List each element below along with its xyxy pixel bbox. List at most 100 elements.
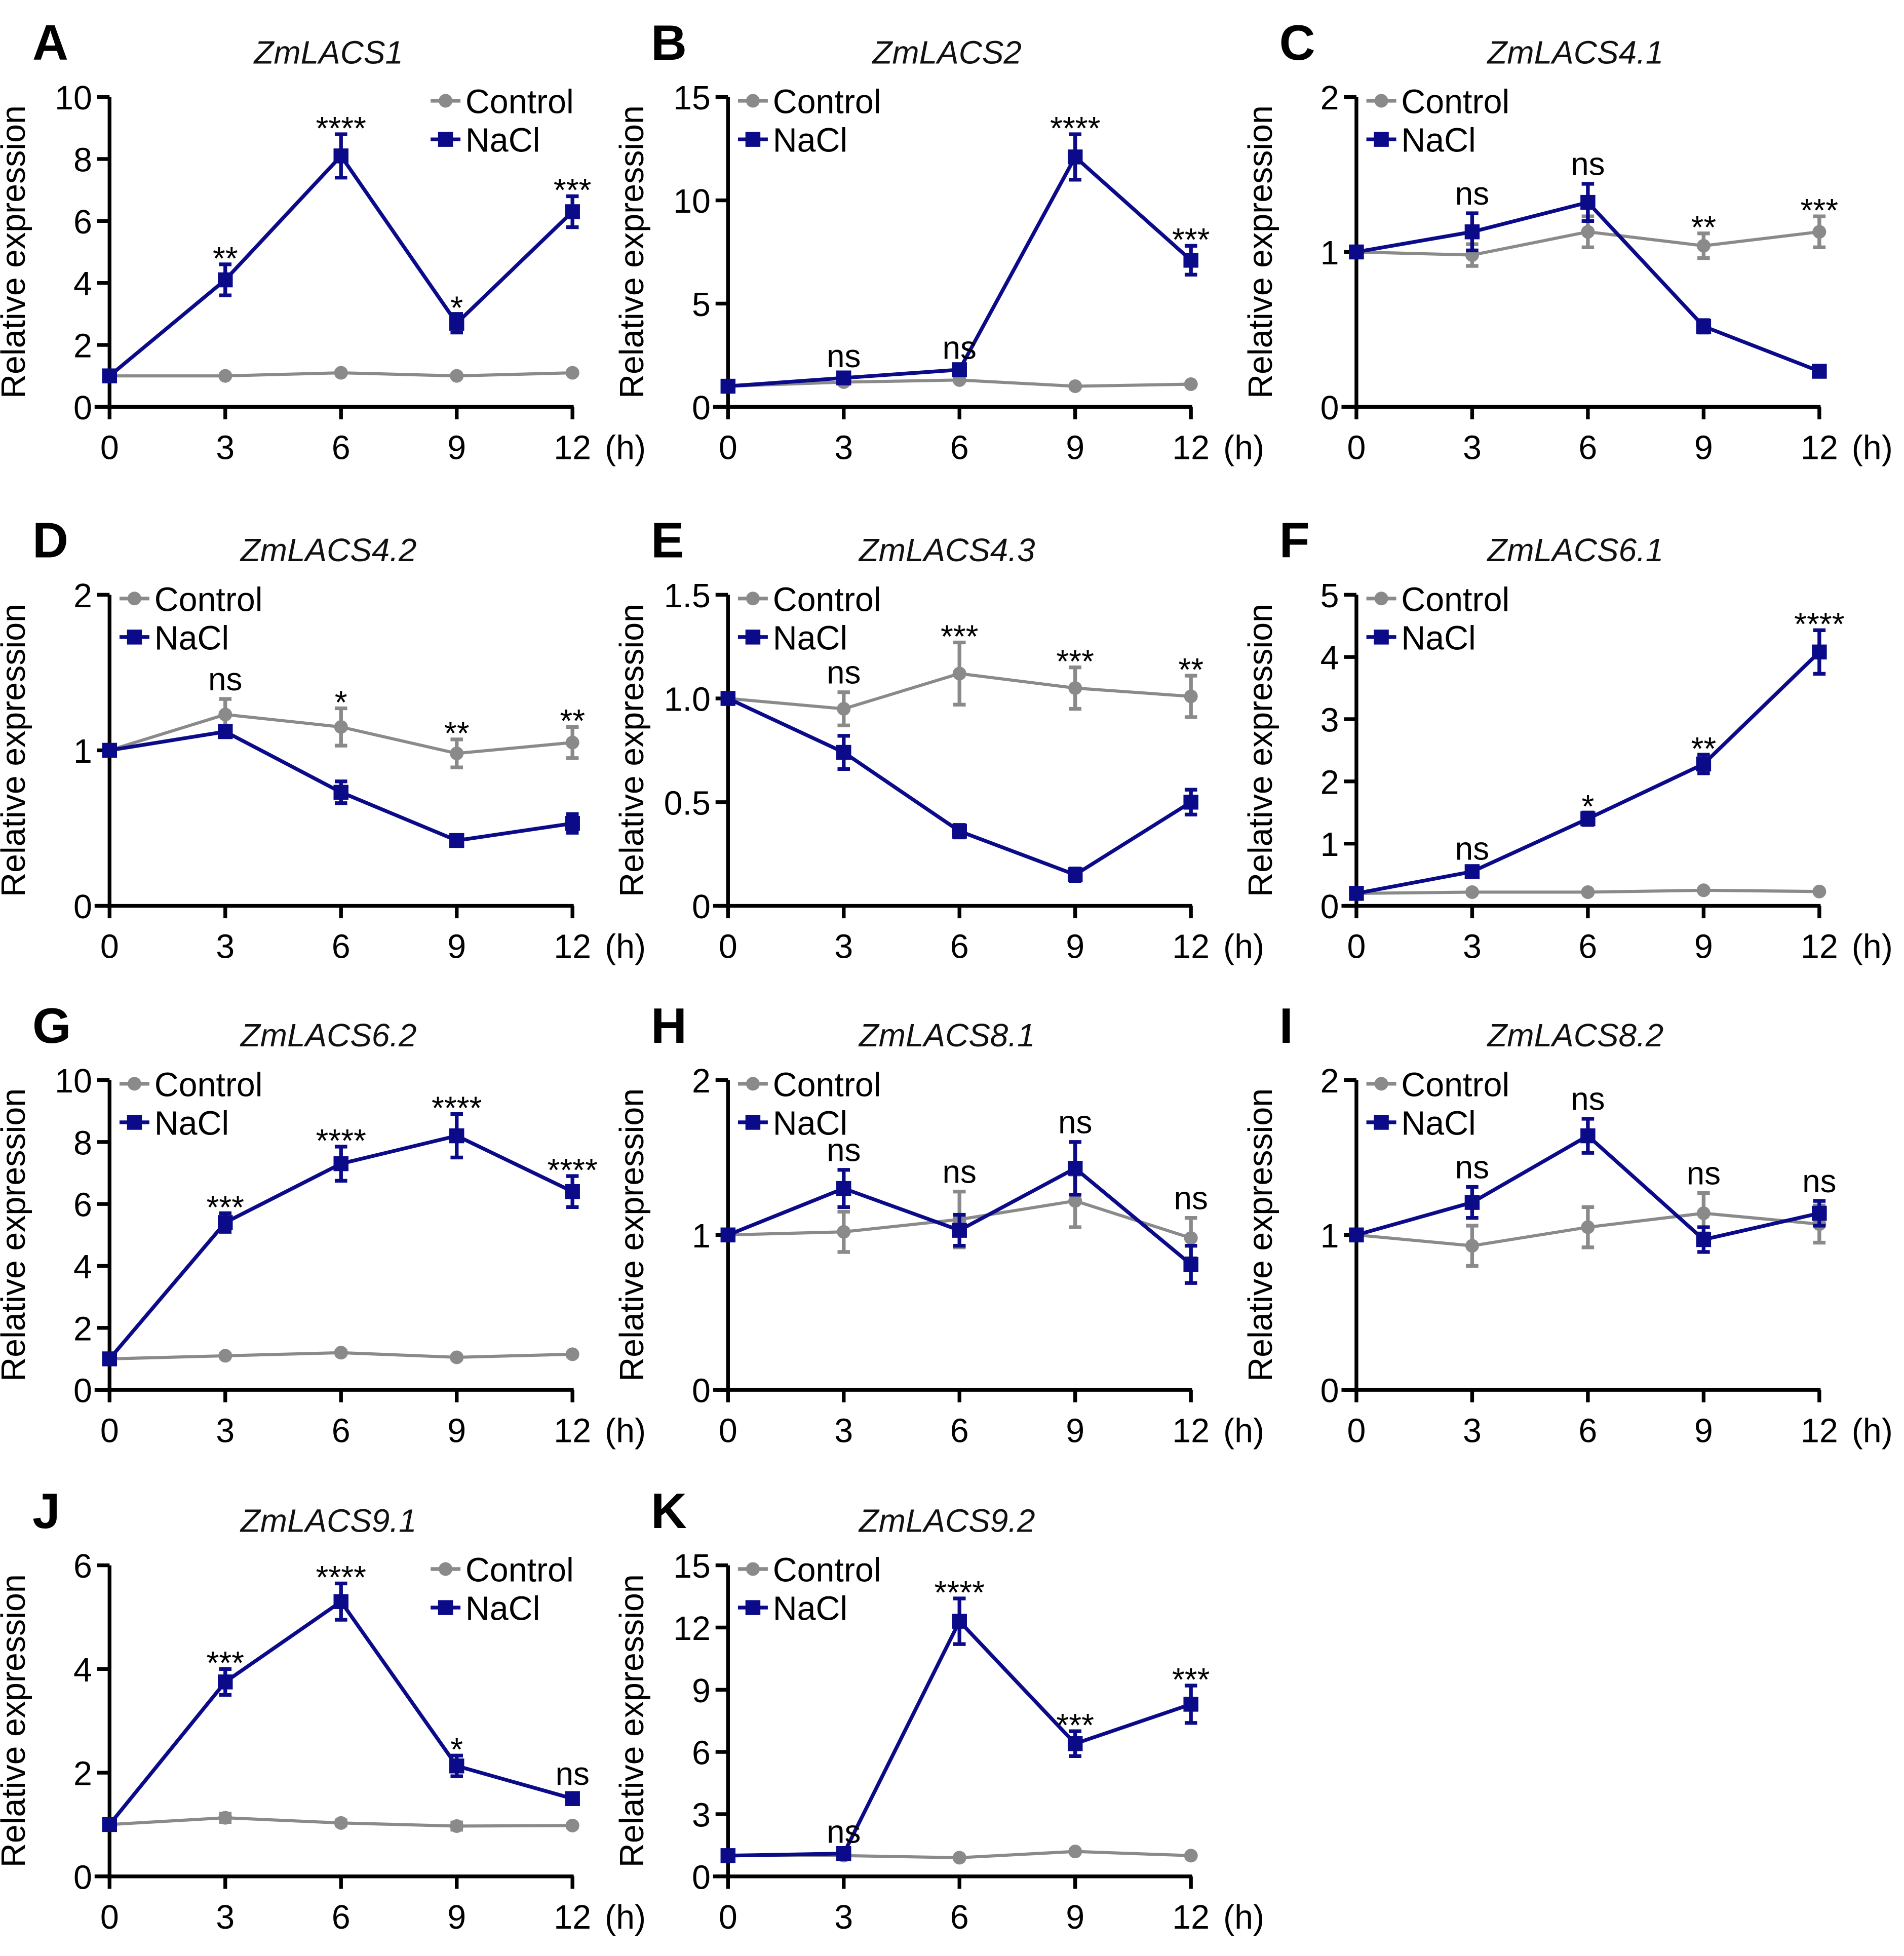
y-tick-label: 2 xyxy=(692,1063,711,1100)
series-nacl xyxy=(1349,182,1827,379)
x-tick-label: 9 xyxy=(1066,1412,1084,1450)
x-tick-label: 3 xyxy=(834,1899,853,1936)
panel-letter: J xyxy=(32,1483,60,1539)
legend-item-nacl: NaCl xyxy=(119,619,229,657)
x-tick-label: 0 xyxy=(719,1899,737,1936)
panel-title: ZmLACS9.1 xyxy=(240,1502,417,1539)
data-point xyxy=(333,785,348,800)
y-tick-label: 4 xyxy=(73,1248,92,1286)
series-line xyxy=(108,152,574,378)
x-tick-label: 6 xyxy=(332,928,351,966)
significance-label: ns xyxy=(1174,1180,1208,1216)
x-unit-label: (h) xyxy=(605,928,646,966)
y-axis-label: Relative expression xyxy=(0,1088,32,1382)
significance-label: ** xyxy=(213,240,238,277)
x-tick-label: 12 xyxy=(554,1899,591,1936)
data-point xyxy=(218,369,232,383)
series-control xyxy=(102,1811,579,1833)
data-point xyxy=(1696,319,1712,334)
significance-label: * xyxy=(450,1731,463,1768)
legend-marker xyxy=(745,630,761,645)
significance-label: * xyxy=(335,684,347,720)
data-point xyxy=(1812,644,1827,660)
data-point xyxy=(836,1846,851,1861)
x-tick-label: 6 xyxy=(332,1899,351,1936)
y-tick-label: 0 xyxy=(692,1373,711,1410)
legend-item-control: Control xyxy=(119,581,263,618)
x-tick-label: 6 xyxy=(950,1412,969,1450)
data-point xyxy=(218,708,232,722)
data-point xyxy=(334,1816,348,1830)
x-tick-label: 0 xyxy=(100,1412,119,1450)
data-point xyxy=(952,1851,966,1865)
x-tick-label: 3 xyxy=(834,928,853,966)
legend-item-nacl: NaCl xyxy=(431,122,540,160)
panel-B: B ZmLACS2 Relative expression 0 5 10 15 0 3 6 9 12 (… xyxy=(613,15,1264,467)
y-tick-label: 2 xyxy=(1320,80,1339,117)
data-point xyxy=(102,1351,118,1366)
y-tick-label: 0 xyxy=(1320,1373,1339,1410)
x-tick-label: 12 xyxy=(1172,1412,1210,1450)
legend-label: Control xyxy=(773,1552,881,1589)
data-point xyxy=(1183,1257,1198,1272)
data-point xyxy=(1812,364,1827,379)
data-point xyxy=(449,1758,464,1774)
data-point xyxy=(1464,224,1480,240)
data-point xyxy=(218,1811,232,1825)
x-tick-label: 9 xyxy=(1694,1412,1713,1450)
data-point xyxy=(565,735,579,750)
data-point xyxy=(1696,756,1712,772)
y-tick-label: 15 xyxy=(673,1548,711,1585)
y-tick-label: 4 xyxy=(73,265,92,303)
significance-label: * xyxy=(450,290,463,326)
data-point xyxy=(102,742,118,758)
significance-label: **** xyxy=(935,1574,985,1611)
y-tick-label: 3 xyxy=(1320,702,1339,739)
data-point xyxy=(1067,867,1083,882)
legend-label: NaCl xyxy=(773,1590,847,1628)
x-tick-label: 6 xyxy=(1578,429,1597,467)
x-unit-label: (h) xyxy=(1852,1412,1893,1450)
panel-letter: E xyxy=(651,513,684,568)
x-unit-label: (h) xyxy=(1223,1412,1264,1450)
y-tick-label: 10 xyxy=(55,80,92,117)
data-point xyxy=(450,747,464,761)
data-point xyxy=(333,148,348,164)
data-point xyxy=(218,272,233,288)
x-tick-label: 12 xyxy=(1801,429,1838,467)
significance-label: *** xyxy=(1172,221,1210,258)
data-point xyxy=(565,816,580,831)
data-point xyxy=(836,1181,851,1196)
y-axis-label: Relative expression xyxy=(1242,105,1279,399)
panel-letter: G xyxy=(32,998,71,1053)
legend-item-control: Control xyxy=(737,581,881,618)
x-tick-label: 0 xyxy=(719,429,737,467)
panel-title: ZmLACS9.2 xyxy=(858,1502,1035,1539)
x-tick-label: 9 xyxy=(1694,429,1713,467)
legend-item-control: Control xyxy=(737,1066,881,1104)
x-tick-label: 9 xyxy=(1694,928,1713,966)
significance-label: ** xyxy=(560,702,585,739)
x-tick-label: 6 xyxy=(332,429,351,467)
data-point xyxy=(1349,1227,1364,1243)
legend-item-control: Control xyxy=(1366,84,1509,121)
y-tick-label: 2 xyxy=(73,1755,92,1793)
x-tick-label: 3 xyxy=(216,928,235,966)
data-point xyxy=(1465,1239,1479,1253)
significance-label: ns xyxy=(1571,1081,1605,1117)
data-point xyxy=(952,1223,967,1238)
legend-item-control: Control xyxy=(431,1552,574,1589)
data-point xyxy=(565,1818,579,1832)
x-unit-label: (h) xyxy=(1223,928,1264,966)
y-tick-label: 0 xyxy=(692,888,711,926)
panel-letter: B xyxy=(651,15,687,70)
panel-title: ZmLACS8.2 xyxy=(1486,1017,1663,1053)
legend-label: NaCl xyxy=(1401,122,1475,160)
y-tick-label: 8 xyxy=(73,142,92,179)
series-nacl xyxy=(102,724,580,848)
legend-marker xyxy=(1374,1115,1389,1130)
y-tick-label: 2 xyxy=(73,1310,92,1348)
data-point xyxy=(450,1819,464,1833)
